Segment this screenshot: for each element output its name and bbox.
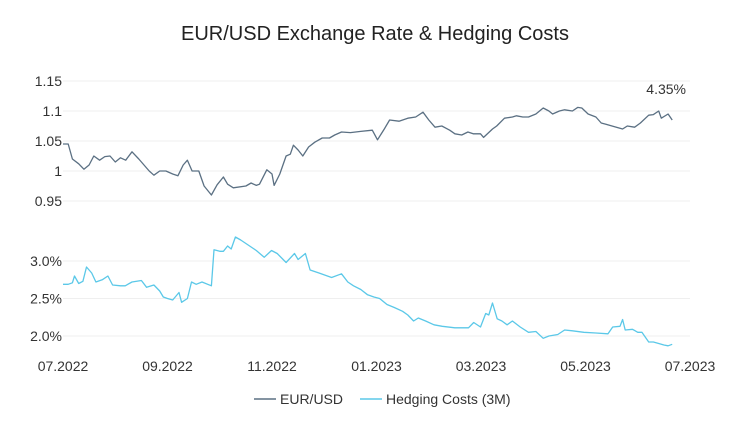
y-tick-label: 1 xyxy=(54,163,62,179)
legend: EUR/USD Hedging Costs (3M) xyxy=(254,391,511,407)
chart-title: EUR/USD Exchange Rate & Hedging Costs xyxy=(181,23,569,45)
x-tick-label: 05.2023 xyxy=(560,358,611,374)
x-tick-label: 07.2022 xyxy=(38,358,89,374)
y-tick-label: 1.15 xyxy=(35,73,62,89)
x-tick-label: 03.2023 xyxy=(456,358,507,374)
series-lines xyxy=(63,106,673,347)
legend-label-eurusd: EUR/USD xyxy=(280,391,343,407)
x-tick-label: 09.2022 xyxy=(142,358,193,374)
y-tick-label: 1.1 xyxy=(43,103,63,119)
y-tick-label: 3.0% xyxy=(30,253,62,269)
annotation-label: 4.35% xyxy=(646,81,686,97)
y-tick-label: 2.5% xyxy=(30,291,62,307)
y-axis-ticks: 0.95 1 1.05 1.1 1.15 2.0% 2.5% 3.0% xyxy=(30,73,62,344)
x-tick-label: 07.2023 xyxy=(665,358,716,374)
legend-label-hedging: Hedging Costs (3M) xyxy=(386,391,511,407)
y-tick-label: 0.95 xyxy=(35,193,62,209)
series-line-hedging-costs xyxy=(63,236,673,347)
series-line-eurusd xyxy=(63,106,673,196)
y-tick-label: 2.0% xyxy=(30,328,62,344)
x-tick-label: 11.2022 xyxy=(247,358,297,374)
x-axis-ticks: 07.2022 09.2022 11.2022 01.2023 03.2023 05.20… xyxy=(38,358,716,374)
y-tick-label: 1.05 xyxy=(35,133,62,149)
x-tick-label: 01.2023 xyxy=(351,358,402,374)
